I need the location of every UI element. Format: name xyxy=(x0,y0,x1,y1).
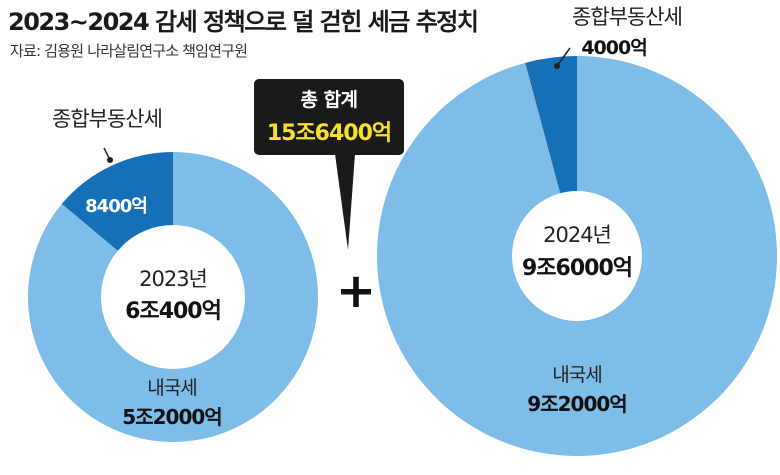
slice-label-2024-domestic-name: 내국세 xyxy=(552,364,601,386)
callout-label-2024-property: 종합부동산세 xyxy=(572,5,682,29)
callout-line-2024 xyxy=(556,47,571,67)
chart-title: 2023~2024 감세 정책으로 덜 걷힌 세금 추정치 xyxy=(8,8,479,36)
total-box-label: 총 합계 xyxy=(300,89,357,111)
donut-2023: 2023년 6조400억 8400억 내국세 5조2000억 종합부동산세 xyxy=(28,107,319,442)
slice-label-2023-domestic-name: 내국세 xyxy=(147,377,196,399)
total-label-2024: 9조6000억 xyxy=(522,256,632,281)
source-note: 자료: 김용원 나라살림연구소 책임연구원 xyxy=(10,42,248,60)
callout-dot-2023 xyxy=(107,157,113,163)
callout-label-2023-property: 종합부동산세 xyxy=(52,107,162,131)
slice-label-2023-domestic-amount: 5조2000억 xyxy=(122,405,221,429)
total-callout: 총 합계 15조6400억 xyxy=(254,79,404,250)
slice-label-2023-property-amount: 8400억 xyxy=(85,196,147,217)
donut-2024: 2024년 9조6000억 내국세 9조2000억 종합부동산세 4000억 xyxy=(376,5,777,456)
year-label-2024: 2024년 xyxy=(543,223,611,247)
callout-dot-2024 xyxy=(554,63,560,69)
year-label-2023: 2023년 xyxy=(139,267,207,291)
plus-sign: + xyxy=(336,263,376,319)
donut-2024-hole xyxy=(512,191,642,321)
total-label-2023: 6조400억 xyxy=(125,299,221,324)
total-box-pointer xyxy=(335,154,355,250)
total-box xyxy=(254,79,404,155)
total-box-value: 15조6400억 xyxy=(267,121,391,146)
donut-2023-hole xyxy=(101,225,245,369)
callout-amount-2024-property: 4000억 xyxy=(581,37,646,59)
publisher-watermark: 경향신문 xyxy=(685,435,763,460)
slice-label-2024-domestic-amount: 9조2000억 xyxy=(527,392,626,416)
